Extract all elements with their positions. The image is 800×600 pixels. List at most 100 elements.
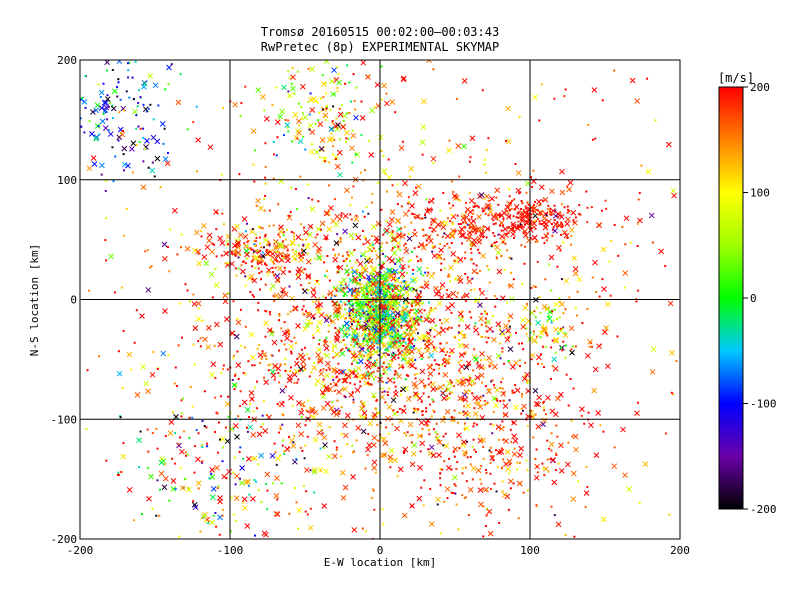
scatter-dot [309, 258, 312, 261]
scatter-dot [120, 286, 123, 289]
scatter-dot [85, 428, 88, 431]
scatter-dot [395, 299, 398, 302]
scatter-dot [329, 383, 332, 386]
scatter-dot [440, 262, 443, 265]
scatter-dot [414, 367, 417, 370]
scatter-dot [425, 410, 428, 413]
scatter-dot [362, 347, 365, 350]
scatter-dot [297, 378, 300, 381]
scatter-dot [471, 478, 474, 481]
scatter-dot [342, 324, 345, 327]
scatter-dot [415, 289, 418, 292]
scatter-dot [253, 364, 256, 367]
scatter-dot [222, 364, 225, 367]
scatter-dot [463, 427, 466, 430]
scatter-dot [321, 108, 324, 111]
scatter-dot [489, 204, 492, 207]
scatter-dot [135, 114, 138, 117]
scatter-cross [510, 231, 516, 238]
scatter-dot [352, 338, 355, 341]
scatter-dot [339, 300, 342, 303]
scatter-cross [456, 432, 462, 439]
scatter-dot [521, 283, 524, 286]
scatter-cross [266, 327, 273, 334]
scatter-dot [473, 422, 476, 425]
scatter-dot [345, 137, 348, 140]
scatter-cross [519, 210, 525, 216]
scatter-dot [238, 477, 241, 480]
scatter-dot [361, 210, 364, 213]
scatter-dot [447, 275, 450, 278]
scatter-dot [544, 345, 547, 348]
scatter-dot [386, 316, 389, 319]
scatter-dot [155, 514, 158, 517]
scatter-cross [419, 368, 426, 375]
scatter-cross [470, 218, 477, 224]
scatter-dot [207, 522, 210, 525]
scatter-dot [364, 467, 367, 470]
scatter-cross [382, 311, 389, 318]
scatter-dot [303, 346, 306, 349]
scatter-dot [232, 471, 235, 474]
scatter-dot [291, 140, 294, 143]
scatter-dot [339, 455, 342, 458]
scatter-dot [377, 354, 380, 357]
scatter-dot [338, 303, 341, 306]
scatter-dot [579, 213, 582, 216]
scatter-dot [316, 325, 319, 328]
scatter-dot [122, 130, 125, 133]
scatter-cross [499, 233, 505, 240]
scatter-dot [400, 227, 403, 230]
scatter-dot [351, 303, 354, 306]
scatter-dot [97, 125, 100, 128]
scatter-dot [385, 366, 388, 369]
scatter-dot [380, 337, 383, 340]
scatter-dot [266, 250, 269, 253]
scatter-cross [463, 343, 470, 350]
scatter-cross [444, 358, 451, 365]
scatter-cross [341, 377, 348, 384]
scatter-cross [250, 495, 256, 502]
scatter-dot [509, 487, 512, 490]
scatter-cross [255, 197, 261, 204]
scatter-dot [355, 214, 358, 217]
scatter-dot [278, 349, 281, 352]
scatter-dot [367, 350, 370, 353]
scatter-dot [529, 323, 532, 326]
scatter-dot [168, 499, 171, 502]
scatter-dot [477, 333, 480, 336]
scatter-dot [244, 85, 247, 88]
scatter-dot [368, 309, 371, 312]
scatter-dot [332, 378, 335, 381]
scatter-cross [548, 254, 555, 261]
scatter-dot [464, 299, 467, 302]
scatter-cross [343, 129, 350, 136]
scatter-dot [443, 244, 446, 247]
scatter-dot [304, 424, 307, 427]
scatter-dot [624, 243, 627, 246]
scatter-dot [525, 333, 528, 336]
scatter-dot [226, 368, 229, 371]
scatter-dot [608, 260, 611, 263]
scatter-dot [412, 345, 415, 348]
scatter-dot [245, 257, 248, 260]
scatter-cross [401, 512, 408, 519]
scatter-cross [144, 138, 150, 144]
scatter-cross [465, 360, 472, 367]
scatter-dot [188, 436, 191, 439]
scatter-dot [290, 350, 293, 353]
scatter-dot [400, 324, 403, 327]
scatter-dot [372, 308, 375, 311]
scatter-dot [510, 441, 513, 444]
scatter-dot [468, 218, 471, 221]
scatter-dot [609, 294, 612, 297]
scatter-dot [439, 477, 442, 480]
scatter-dot [364, 264, 367, 267]
scatter-dot [675, 360, 678, 363]
scatter-cross [331, 67, 337, 74]
scatter-dot [394, 385, 397, 388]
scatter-dot [117, 350, 120, 353]
scatter-dot [255, 480, 258, 483]
scatter-dot [403, 357, 406, 360]
scatter-dot [403, 311, 406, 314]
